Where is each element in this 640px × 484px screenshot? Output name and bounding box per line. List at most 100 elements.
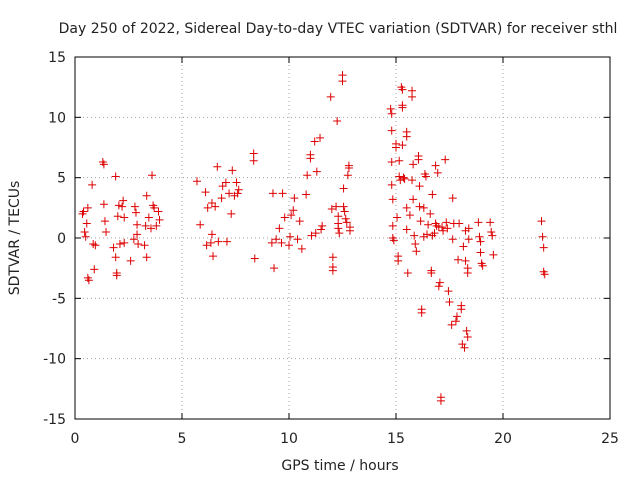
data-point (222, 237, 231, 246)
data-point (345, 226, 354, 235)
data-point (209, 252, 218, 261)
data-point (312, 167, 321, 176)
data-point (91, 241, 100, 250)
data-point (270, 264, 279, 273)
x-tick-label: 5 (178, 431, 187, 447)
data-point (79, 207, 88, 216)
data-point (211, 202, 220, 211)
data-point (419, 203, 428, 212)
y-tick-label: 0 (57, 231, 66, 247)
data-point (408, 176, 417, 185)
data-point (234, 185, 243, 194)
data-point (203, 203, 212, 212)
data-point (415, 202, 424, 211)
data-point (432, 221, 441, 230)
data-point (250, 254, 259, 263)
y-tick-label: -5 (52, 291, 66, 307)
data-point (228, 166, 237, 175)
data-point (201, 188, 210, 197)
data-point (398, 141, 407, 150)
data-point (214, 237, 223, 246)
data-point (99, 160, 108, 169)
data-point (445, 297, 454, 306)
data-point (436, 396, 445, 405)
data-point (538, 232, 547, 241)
data-point (119, 196, 128, 205)
data-point (267, 238, 276, 247)
data-point (115, 240, 124, 249)
data-point (402, 132, 411, 141)
x-tick-label: 15 (387, 431, 405, 447)
data-point (114, 201, 123, 210)
data-point (133, 220, 142, 229)
data-point (408, 92, 417, 101)
data-point (474, 218, 483, 227)
data-point (340, 207, 349, 216)
data-point (142, 253, 151, 262)
data-point (475, 232, 484, 241)
data-point (148, 171, 157, 180)
data-point (326, 92, 335, 101)
data-point (89, 240, 98, 249)
data-point (287, 211, 296, 220)
data-point (441, 155, 450, 164)
data-point (293, 235, 302, 244)
data-point (289, 206, 298, 215)
data-point (462, 326, 471, 335)
data-point (146, 224, 155, 233)
data-point (463, 268, 472, 277)
data-point (416, 217, 425, 226)
axis-ticks: 0 5 10 15 20 25 -15 -10 -5 0 5 10 15 (43, 50, 619, 447)
data-point (318, 221, 327, 230)
x-axis-label: GPS time / hours (281, 458, 398, 474)
data-point (460, 343, 469, 352)
data-point (155, 215, 164, 224)
data-point (317, 225, 326, 234)
data-point (412, 247, 421, 256)
data-point (389, 236, 398, 245)
data-point (461, 256, 470, 265)
data-point (411, 240, 420, 249)
data-point (388, 195, 397, 204)
data-point (196, 220, 205, 229)
data-point (486, 218, 495, 227)
data-point (218, 182, 227, 191)
data-point (488, 231, 497, 240)
data-point (285, 241, 293, 250)
data-point (306, 154, 315, 163)
data-point (290, 194, 299, 203)
data-point (90, 265, 99, 274)
data-point (387, 157, 396, 166)
data-point (539, 243, 548, 252)
data-point (154, 207, 163, 216)
data-point (414, 155, 423, 164)
data-point (388, 221, 397, 230)
data-point (444, 287, 453, 296)
data-point (387, 126, 396, 135)
data-point (217, 194, 226, 203)
data-point (417, 308, 426, 317)
data-point (80, 227, 89, 236)
data-point (144, 213, 153, 222)
data-point (339, 202, 348, 211)
data-point (400, 174, 409, 183)
x-tick-label: 20 (494, 431, 512, 447)
data-point (278, 189, 287, 198)
data-point (398, 103, 407, 112)
data-point (457, 305, 466, 314)
data-point (130, 202, 139, 211)
data-point (192, 177, 201, 186)
data-point (458, 340, 467, 349)
data-point (415, 182, 424, 191)
data-point (386, 104, 395, 113)
data-point (202, 241, 211, 250)
data-point (463, 332, 472, 341)
data-point (392, 143, 400, 152)
data-point (434, 282, 443, 291)
data-point (442, 218, 451, 227)
data-point (476, 237, 485, 246)
data-point (327, 205, 336, 214)
data-point (82, 219, 91, 228)
data-point (405, 211, 414, 220)
